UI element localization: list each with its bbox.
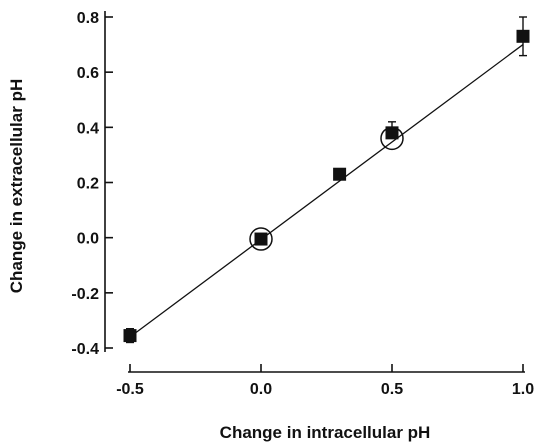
y-tick-label: -0.4: [71, 341, 99, 358]
y-tick-label: 0.4: [77, 120, 99, 137]
x-tick-label: 0.0: [250, 381, 272, 398]
fit-line-group: [129, 44, 524, 338]
data-point-square: [333, 167, 347, 181]
axes: [104, 11, 525, 373]
data-point-square: [516, 29, 530, 43]
data-point-square: [123, 329, 137, 343]
x-tick-label: 0.5: [381, 381, 403, 398]
y-tick-label: 0.0: [77, 231, 99, 248]
data-marks: [123, 16, 530, 344]
data-point-circle: [249, 227, 273, 251]
data-point-square: [254, 232, 268, 246]
fit-line: [129, 44, 524, 338]
y-tick-label: 0.2: [77, 176, 99, 193]
y-tick-label: -0.2: [71, 286, 99, 303]
y-tick-label: 0.8: [77, 10, 99, 27]
data-point-square: [385, 126, 399, 140]
data-point-circle: [380, 126, 404, 151]
x-tick-label: -0.5: [116, 381, 144, 398]
x-tick-label: 1.0: [512, 381, 534, 398]
y-tick-label: 0.6: [77, 65, 99, 82]
y-axis-title: Change in extracellular pH: [7, 79, 26, 293]
tick-labels: -0.4 -0.2 0.0 0.2 0.4 0.6 0.8 -0.5 0.0 0.5 1.0: [71, 10, 534, 398]
x-axis-title: Change in intracellular pH: [220, 423, 431, 442]
